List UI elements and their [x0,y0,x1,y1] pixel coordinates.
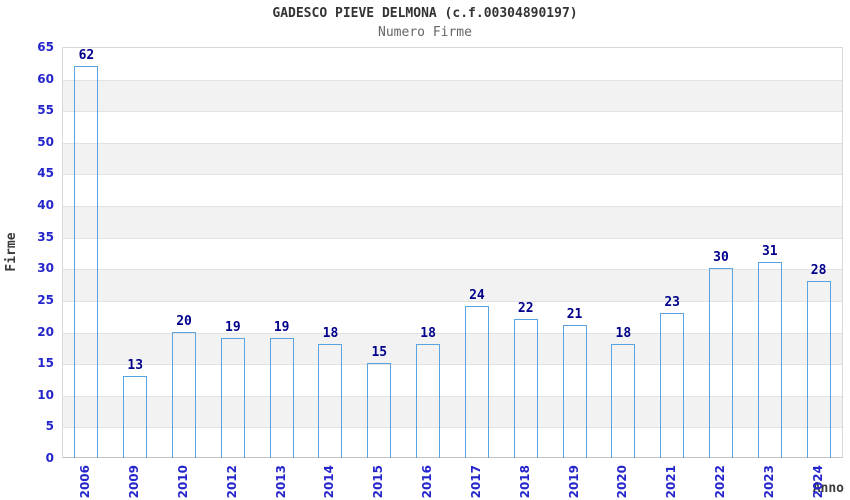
bar-value-label: 22 [517,300,534,316]
grid-band [63,48,842,80]
grid-band [63,206,842,238]
x-tick-label: 2020 [615,465,630,499]
x-tick-label: 2006 [78,465,93,499]
bar-2024 [806,280,831,458]
bar-2023 [757,261,782,458]
plot-area [62,47,843,458]
x-axis-label: Anno [812,481,844,496]
bar-2019 [562,325,587,458]
grid-band [63,174,842,206]
chart-title: GADESCO PIEVE DELMONA (c.f.00304890197) [272,6,578,21]
x-tick-label: 2014 [322,465,337,499]
bar-2017 [464,306,489,458]
bar-2018 [513,318,538,458]
bar-value-label: 31 [761,243,778,259]
grid-band [63,79,842,112]
bar-value-label: 28 [810,262,827,278]
bar-value-label: 21 [566,307,583,323]
bar-2016 [416,344,441,458]
y-tick-label: 30 [37,261,54,276]
bar-value-label: 20 [176,313,192,329]
y-tick-label: 50 [37,134,54,149]
chart-subtitle: Numero Firme [378,25,472,40]
bar-value-label: 19 [273,319,290,335]
grid-band [63,111,842,143]
x-tick-label: 2024 [810,465,825,499]
bar-value-label: 18 [322,326,339,342]
bar-2009 [123,375,148,458]
x-tick-label: 2009 [127,465,142,499]
bar-2006 [74,65,99,458]
y-tick-label: 45 [37,166,54,181]
grid-band [63,427,842,459]
bar-2014 [318,344,343,458]
y-tick-label: 0 [45,451,54,465]
x-tick-label: 2013 [273,465,288,499]
bar-2013 [269,337,294,458]
y-tick-label: 25 [37,292,54,307]
x-tick-label: 2012 [224,465,239,499]
bar-2021 [660,312,685,458]
x-tick-label: 2019 [566,465,581,499]
bar-value-label: 18 [420,326,436,342]
bar-2015 [367,363,392,458]
bar-value-label: 23 [664,294,680,310]
bar-value-label: 30 [713,250,729,266]
y-tick-label: 10 [37,387,54,402]
grid-band [63,332,842,365]
bar-value-label: 24 [469,288,485,304]
y-tick-label: 55 [37,103,54,118]
bar-value-label: 19 [225,319,241,335]
bar-2022 [708,268,733,458]
bar-2012 [220,337,245,458]
grid-band [63,269,842,301]
bar-2010 [172,331,197,458]
bar-value-label: 15 [371,345,388,361]
bar-value-label: 18 [615,326,632,342]
y-tick-label: 60 [37,71,54,86]
bar-2020 [611,344,636,458]
y-tick-label: 5 [45,419,54,434]
x-tick-label: 2022 [712,465,727,499]
y-tick-label: 40 [37,198,54,213]
x-tick-label: 2016 [420,465,435,499]
y-tick-label: 65 [37,40,54,54]
x-tick-label: 2010 [176,465,191,499]
x-tick-label: 2018 [517,465,532,499]
grid-band [63,395,842,428]
bar-value-label: 62 [78,47,95,63]
grid-band [63,364,842,396]
grid-band [63,300,842,333]
x-tick-label: 2021 [664,465,679,499]
grid-band [63,142,842,175]
y-tick-label: 20 [37,324,54,339]
x-tick-label: 2023 [761,465,776,499]
x-tick-label: 2015 [371,465,386,499]
y-tick-label: 35 [37,229,54,244]
y-tick-label: 15 [37,356,54,371]
grid-band [63,237,842,270]
x-tick-label: 2017 [468,465,483,499]
bar-value-label: 13 [127,357,144,373]
